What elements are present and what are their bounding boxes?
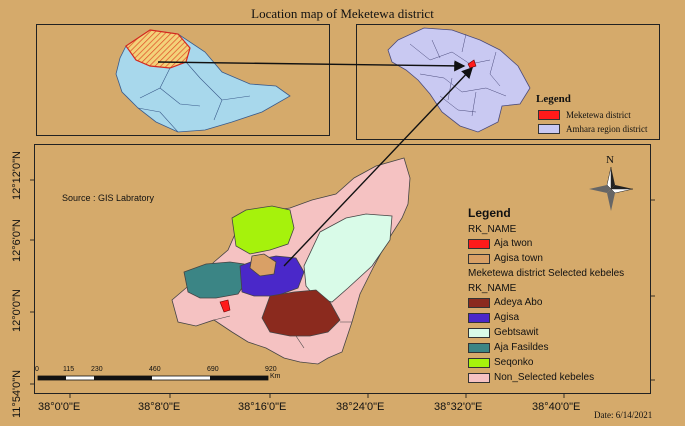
legend-field-2: RK_NAME <box>468 283 517 294</box>
legend-subtitle: Meketewa district Selected kebeles <box>468 268 625 279</box>
latitude-tick: 11°54'0"N <box>11 369 23 418</box>
legend-label-seqonko: Seqonko <box>494 357 534 368</box>
legend-swatch-aja-twon <box>468 239 490 249</box>
legend-swatch-non-selected-kebeles <box>468 373 490 383</box>
main-map-frame <box>34 144 651 394</box>
scale-label: 690 <box>207 366 219 373</box>
map-title: Location map of Meketewa district <box>251 6 434 21</box>
source-note: Source : GIS Labratory <box>62 193 155 203</box>
legend-swatch-gebtsawit <box>468 328 490 338</box>
north-arrow-icon <box>589 166 634 211</box>
legend-swatch-agisa <box>468 313 490 323</box>
inset-legend-label-meketewa: Meketewa district <box>566 110 631 120</box>
longitude-tick: 38°24'0"E <box>336 401 385 413</box>
legend-field-1: RK_NAME <box>468 224 517 235</box>
amhara-inset-frame <box>356 24 660 140</box>
inset-legend-label-amhara: Amhara region district <box>566 124 648 134</box>
inset-legend-title: Legend <box>536 93 571 105</box>
scale-label: 920 <box>265 366 277 373</box>
meketewa-swatch <box>538 110 560 120</box>
amhara-map <box>387 27 531 133</box>
legend-label-aja-fasildes: Aja Fasildes <box>494 342 549 353</box>
inset-connector-arrow <box>157 60 466 72</box>
legend-swatch-aja-fasildes <box>468 343 490 353</box>
amhara-swatch <box>538 124 560 134</box>
longitude-tick: 38°40'0"E <box>532 401 581 413</box>
longitude-tick: 38°0'0"E <box>38 401 81 413</box>
legend-label-aja-twon: Aja twon <box>494 238 533 249</box>
legend-swatch-seqonko <box>468 358 490 368</box>
legend-label-agisa: Agisa <box>494 312 520 323</box>
scale-label: 460 <box>149 366 161 373</box>
legend-label-gebtsawit: Gebtsawit <box>494 327 539 338</box>
latitude-tick: 12°6'0"N <box>11 219 23 262</box>
longitude-tick: 38°8'0"E <box>138 401 181 413</box>
longitude-tick: 38°16'0"E <box>238 401 287 413</box>
ethiopia-inset-frame <box>36 24 330 136</box>
longitude-tick: 38°32'0"E <box>434 401 483 413</box>
meketewa-district-map <box>171 157 411 365</box>
legend-label-agisa-town: Agisa town <box>494 253 543 264</box>
main-legend-title: Legend <box>468 206 511 220</box>
legend-swatch-adeya-abo <box>468 298 490 308</box>
scale-unit: Km <box>270 373 281 380</box>
district-connector-arrow <box>283 66 473 267</box>
scale-label: 115 <box>63 366 75 373</box>
legend-swatch-agisa-town <box>468 254 490 264</box>
legend-label-adeya-abo: Adeya Abo <box>494 297 543 308</box>
latitude-tick: 12°0'0"N <box>11 289 23 332</box>
legend-label-non-selected-kebeles: Non_Selected kebeles <box>494 372 595 383</box>
scale-bar <box>37 375 269 381</box>
date-note: Date: 6/14/2021 <box>594 410 653 420</box>
scale-label: 0 <box>35 366 39 373</box>
scale-label: 230 <box>91 366 103 373</box>
ethiopia-map <box>115 29 291 133</box>
north-label: N <box>606 154 614 166</box>
latitude-tick: 12°12'0"N <box>11 151 23 200</box>
